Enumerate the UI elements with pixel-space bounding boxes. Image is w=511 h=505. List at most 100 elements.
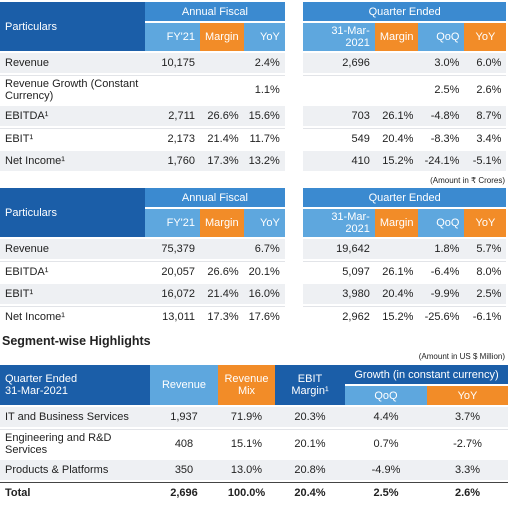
- cell: 2,696: [302, 53, 375, 73]
- header-cell: Growth (in constant currency): [345, 365, 508, 384]
- cell: 15.2%: [374, 306, 419, 327]
- data-row: Total 2,696 100.0% 20.4% 2.5% 2.6%: [0, 482, 508, 503]
- cell: 16,072: [145, 284, 200, 304]
- cell: -24.1%: [418, 151, 465, 171]
- cell: 2,696: [150, 482, 218, 503]
- cell: -4.8%: [418, 106, 465, 126]
- cell: [200, 239, 244, 259]
- row-label: EBIT¹: [0, 284, 145, 304]
- column-header: YoY: [243, 23, 285, 51]
- cell: 21.4%: [200, 128, 244, 149]
- cell: 8.0%: [464, 261, 507, 282]
- gap: [285, 306, 303, 327]
- cell: 75,379: [145, 239, 200, 259]
- note: (Amount in US $ Million): [418, 352, 505, 361]
- cell: 549: [302, 128, 375, 149]
- cell: 2.5%: [345, 482, 427, 503]
- cell: 2,173: [145, 128, 200, 149]
- data-row: IT and Business Services 1,937 71.9% 20.3% 4…: [0, 407, 508, 427]
- cell: 20.4%: [275, 482, 345, 503]
- column-header: QoQ: [418, 23, 465, 51]
- cell: 3.7%: [427, 407, 508, 427]
- gap: [285, 128, 303, 149]
- gap: [285, 284, 303, 304]
- cell: 26.6%: [200, 261, 244, 282]
- row-label: EBIT¹: [0, 128, 145, 149]
- cell: -8.3%: [418, 128, 465, 149]
- cell: 0.7%: [345, 429, 427, 458]
- cell: 15.2%: [374, 151, 419, 171]
- cell: 15.1%: [218, 429, 275, 458]
- cell: 20.4%: [374, 128, 419, 149]
- data-row: EBIT¹ 2,173 21.4% 11.7% 549 20.4% -8.3% 3.4%: [0, 128, 507, 149]
- financial-table: Particulars Annual Fiscal Quarter Ended FY'…: [0, 0, 507, 173]
- cell: 1.1%: [243, 75, 285, 104]
- cell: 20.3%: [275, 407, 345, 427]
- row-label: Revenue: [0, 53, 145, 73]
- cell: 16.0%: [243, 284, 285, 304]
- column-header: YoY: [427, 386, 508, 405]
- cell: 350: [150, 460, 218, 480]
- header-row: Particulars Annual Fiscal Quarter Ended: [0, 2, 507, 51]
- cell: 703: [302, 106, 375, 126]
- column-header: YoY: [464, 23, 507, 51]
- header-cell: Particulars: [0, 188, 145, 237]
- cell: -6.4%: [418, 261, 465, 282]
- cell: 2.5%: [418, 75, 465, 104]
- column-header: Margin: [374, 209, 419, 237]
- column-header: 31-Mar-2021: [302, 209, 375, 237]
- header-row: Quarter Ended 31-Mar-2021 Revenue Revenue M…: [0, 365, 508, 405]
- cell: 5.7%: [464, 239, 507, 259]
- column-header: YoY: [243, 209, 285, 237]
- column-header: Margin: [200, 209, 244, 237]
- row-label: Net Income¹: [0, 306, 145, 327]
- data-row: Revenue 75,379 6.7% 19,642 1.8% 5.7%: [0, 239, 507, 259]
- cell: -2.7%: [427, 429, 508, 458]
- column-header: FY'21: [145, 209, 200, 237]
- cell: [200, 75, 244, 104]
- cell: 17.3%: [200, 151, 244, 171]
- cell: 10,175: [145, 53, 200, 73]
- cell: 1,937: [150, 407, 218, 427]
- cell: 2.5%: [464, 284, 507, 304]
- cell: 20.1%: [275, 429, 345, 458]
- cell: 17.6%: [243, 306, 285, 327]
- header-cell: Quarter Ended: [302, 188, 507, 207]
- gap: [285, 261, 303, 282]
- header-cell: Annual Fiscal: [145, 188, 285, 207]
- gap: [285, 75, 303, 104]
- data-row: Engineering and R&D Services 408 15.1% 20.1…: [0, 429, 508, 458]
- cell: 3.4%: [464, 128, 507, 149]
- cell: 15.6%: [243, 106, 285, 126]
- cell: 71.9%: [218, 407, 275, 427]
- header-cell: Quarter Ended: [302, 2, 507, 21]
- data-row: Net Income¹ 1,760 17.3% 13.2% 410 15.2% -24.1%…: [0, 151, 507, 171]
- cell: [200, 53, 244, 73]
- gap: [285, 239, 303, 259]
- header-cell: Revenue: [150, 365, 218, 405]
- cell: 2.6%: [464, 75, 507, 104]
- gap: [285, 209, 303, 237]
- gap: [285, 188, 303, 207]
- header-row: FY'21 Margin YoY 31-Mar-2021 Margin QoQ YoY: [0, 209, 507, 237]
- data-row: EBIT¹ 16,072 21.4% 16.0% 3,980 20.4% -9.9% 2.5%: [0, 284, 507, 304]
- cell: 5,097: [302, 261, 375, 282]
- cell: 410: [302, 151, 375, 171]
- column-header: QoQ: [418, 209, 465, 237]
- data-row: Revenue Growth (Constant Currency) 1.1% 2.…: [0, 75, 507, 104]
- note: (Amount in ₹ Crores): [430, 176, 505, 185]
- column-header: YoY: [464, 209, 507, 237]
- header-row: QoQ YoY: [0, 386, 508, 405]
- cell: -25.6%: [418, 306, 465, 327]
- header-row: Particulars Annual Fiscal Quarter Ended: [0, 188, 507, 237]
- cell: -6.1%: [464, 306, 507, 327]
- section-title: Segment-wise Highlights: [2, 334, 151, 348]
- cell: 2.4%: [243, 53, 285, 73]
- cell: 13.2%: [243, 151, 285, 171]
- cell: 3.3%: [427, 460, 508, 480]
- cell: 4.4%: [345, 407, 427, 427]
- column-header: Margin: [374, 23, 419, 51]
- cell: 20,057: [145, 261, 200, 282]
- cell: [302, 75, 375, 104]
